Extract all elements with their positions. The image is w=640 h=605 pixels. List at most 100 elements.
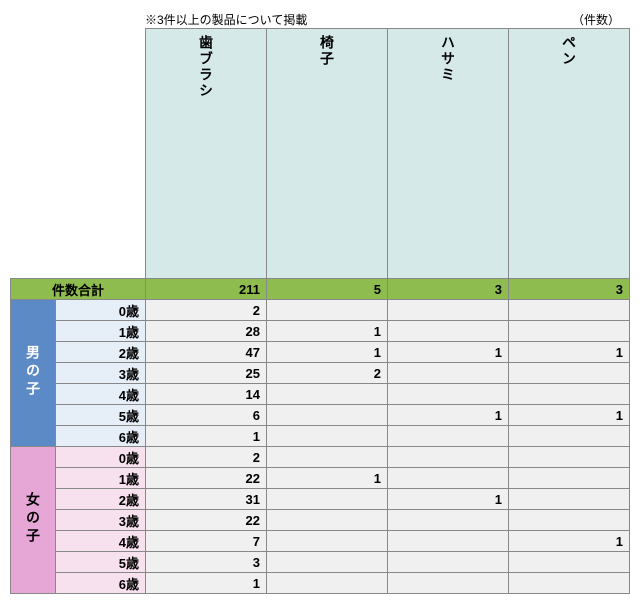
age-cell: 1歳 bbox=[56, 468, 146, 489]
table-row: 3歳22 bbox=[11, 510, 630, 531]
total-row: 件数合計211533 bbox=[11, 279, 630, 300]
value-cell bbox=[267, 510, 388, 531]
value-cell: 3 bbox=[146, 552, 267, 573]
data-table: 歯ブラシ椅子ハサミペン件数合計211533男の子0歳21歳2812歳471113… bbox=[10, 28, 630, 594]
age-cell: 2歳 bbox=[56, 489, 146, 510]
value-cell bbox=[509, 510, 630, 531]
age-cell: 1歳 bbox=[56, 321, 146, 342]
value-cell: 2 bbox=[146, 447, 267, 468]
value-cell bbox=[267, 384, 388, 405]
group-header-girl: 女の子 bbox=[11, 447, 56, 594]
table-row: 3歳252 bbox=[11, 363, 630, 384]
header-blank bbox=[11, 29, 146, 279]
unit-label: （件数） bbox=[570, 11, 630, 28]
total-label: 件数合計 bbox=[11, 279, 146, 300]
value-cell: 6 bbox=[146, 405, 267, 426]
group-header-boy: 男の子 bbox=[11, 300, 56, 447]
age-cell: 6歳 bbox=[56, 426, 146, 447]
value-cell: 2 bbox=[146, 300, 267, 321]
group-header-label: 男の子 bbox=[23, 345, 43, 399]
value-cell: 25 bbox=[146, 363, 267, 384]
value-cell bbox=[388, 363, 509, 384]
value-cell bbox=[388, 447, 509, 468]
column-header-label: 歯ブラシ bbox=[196, 35, 216, 99]
value-cell: 1 bbox=[267, 342, 388, 363]
table-container: ※3件以上の製品について掲載 （件数） 歯ブラシ椅子ハサミペン件数合計21153… bbox=[10, 10, 630, 594]
value-cell bbox=[388, 573, 509, 594]
value-cell: 1 bbox=[509, 405, 630, 426]
table-row: 2歳47111 bbox=[11, 342, 630, 363]
value-cell bbox=[388, 552, 509, 573]
total-cell: 3 bbox=[509, 279, 630, 300]
value-cell: 1 bbox=[388, 405, 509, 426]
table-row: 男の子0歳2 bbox=[11, 300, 630, 321]
table-row: 女の子0歳2 bbox=[11, 447, 630, 468]
value-cell: 22 bbox=[146, 468, 267, 489]
value-cell bbox=[509, 321, 630, 342]
total-cell: 211 bbox=[146, 279, 267, 300]
value-cell: 1 bbox=[388, 489, 509, 510]
value-cell bbox=[509, 468, 630, 489]
age-cell: 3歳 bbox=[56, 363, 146, 384]
age-cell: 3歳 bbox=[56, 510, 146, 531]
value-cell bbox=[388, 468, 509, 489]
table-row: 5歳6 11 bbox=[11, 405, 630, 426]
column-header-label: ハサミ bbox=[438, 35, 458, 83]
column-header: ハサミ bbox=[388, 29, 509, 279]
value-cell bbox=[509, 384, 630, 405]
value-cell: 1 bbox=[388, 342, 509, 363]
group-header-label: 女の子 bbox=[23, 492, 43, 546]
value-cell bbox=[509, 426, 630, 447]
age-cell: 0歳 bbox=[56, 447, 146, 468]
table-row: 2歳31 1 bbox=[11, 489, 630, 510]
value-cell: 1 bbox=[509, 531, 630, 552]
value-cell bbox=[267, 405, 388, 426]
age-cell: 0歳 bbox=[56, 300, 146, 321]
value-cell bbox=[267, 300, 388, 321]
value-cell bbox=[509, 489, 630, 510]
value-cell: 1 bbox=[146, 573, 267, 594]
value-cell bbox=[388, 300, 509, 321]
top-labels: ※3件以上の製品について掲載 （件数） bbox=[10, 10, 630, 28]
value-cell: 1 bbox=[267, 321, 388, 342]
column-header-label: ペン bbox=[559, 35, 579, 67]
value-cell: 7 bbox=[146, 531, 267, 552]
value-cell bbox=[388, 531, 509, 552]
age-cell: 4歳 bbox=[56, 384, 146, 405]
table-row: 5歳3 bbox=[11, 552, 630, 573]
value-cell: 47 bbox=[146, 342, 267, 363]
column-header: 椅子 bbox=[267, 29, 388, 279]
age-cell: 6歳 bbox=[56, 573, 146, 594]
value-cell: 2 bbox=[267, 363, 388, 384]
value-cell bbox=[267, 426, 388, 447]
age-cell: 5歳 bbox=[56, 405, 146, 426]
table-row: 4歳71 bbox=[11, 531, 630, 552]
value-cell bbox=[509, 573, 630, 594]
value-cell: 1 bbox=[509, 342, 630, 363]
value-cell bbox=[509, 300, 630, 321]
value-cell bbox=[388, 384, 509, 405]
value-cell: 1 bbox=[267, 468, 388, 489]
note-text: ※3件以上の製品について掲載 bbox=[145, 11, 570, 28]
age-cell: 5歳 bbox=[56, 552, 146, 573]
table-row: 6歳1 bbox=[11, 426, 630, 447]
value-cell: 1 bbox=[146, 426, 267, 447]
table-row: 1歳221 bbox=[11, 468, 630, 489]
total-cell: 5 bbox=[267, 279, 388, 300]
table-row: 6歳1 bbox=[11, 573, 630, 594]
value-cell bbox=[388, 321, 509, 342]
value-cell bbox=[267, 552, 388, 573]
value-cell: 22 bbox=[146, 510, 267, 531]
value-cell bbox=[509, 447, 630, 468]
total-cell: 3 bbox=[388, 279, 509, 300]
value-cell: 28 bbox=[146, 321, 267, 342]
value-cell bbox=[267, 573, 388, 594]
value-cell bbox=[388, 510, 509, 531]
table-row: 1歳281 bbox=[11, 321, 630, 342]
value-cell bbox=[388, 426, 509, 447]
table-row: 4歳14 bbox=[11, 384, 630, 405]
value-cell: 31 bbox=[146, 489, 267, 510]
column-header: ペン bbox=[509, 29, 630, 279]
value-cell bbox=[509, 552, 630, 573]
column-header: 歯ブラシ bbox=[146, 29, 267, 279]
